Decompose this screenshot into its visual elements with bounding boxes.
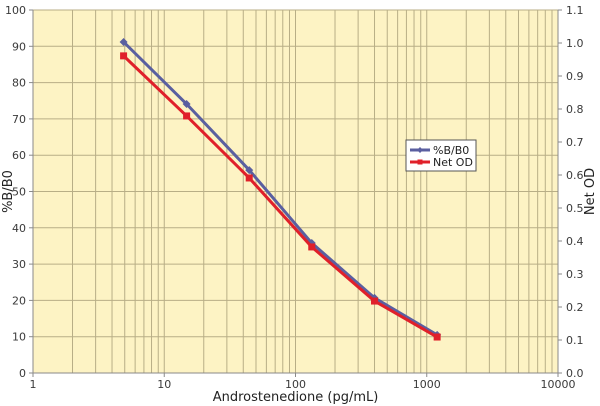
y-tick-label: 40	[12, 222, 26, 235]
y2-tick-label: 0.1	[566, 334, 584, 347]
x-tick-label: 1	[30, 378, 37, 391]
data-point	[308, 243, 316, 251]
y-tick-label: 50	[12, 186, 26, 199]
y2-tick-label: 1.0	[566, 37, 584, 50]
y-tick-label: 100	[5, 4, 26, 17]
axes: 0 10 20 30 40 50 60 70 80 90 100 0.0 0.1 0.2 0.3 0.4 0.5…	[5, 4, 584, 391]
y-tick-label: 90	[12, 40, 26, 53]
x-tick-label: 10	[157, 378, 171, 391]
legend-box	[405, 139, 477, 172]
y-tick-label: 30	[12, 258, 26, 271]
y2-tick-label: 0.7	[566, 136, 584, 149]
y-tick-label: 10	[12, 331, 26, 344]
y-axis-title: %B/B0	[1, 170, 16, 213]
y2-tick-label: 1.1	[566, 4, 584, 17]
data-point	[245, 166, 254, 175]
y2-tick-label: 0.5	[566, 202, 584, 215]
x-tick-label: 1000	[413, 378, 441, 391]
x-axis-title: Androstenedione (pg/mL)	[213, 390, 379, 405]
legend-label: %B/B0	[433, 144, 469, 157]
y2-axis-title: Net OD	[583, 168, 598, 215]
y-tick-label: 70	[12, 113, 26, 126]
y2-tick-label: 0.2	[566, 301, 584, 314]
data-point	[433, 333, 441, 341]
y-tick-label: 60	[12, 149, 26, 162]
y2-tick-label: 0.4	[566, 235, 584, 248]
legend-label: Net OD	[433, 156, 473, 169]
y2-tick-label: 0.8	[566, 103, 584, 116]
data-point	[120, 52, 128, 60]
data-series	[119, 37, 442, 341]
y2-tick-label: 0.3	[566, 268, 584, 281]
y2-tick-label: 0.6	[566, 169, 584, 182]
y-tick-label: 80	[12, 77, 26, 90]
series-net-od	[120, 52, 441, 341]
data-point	[371, 297, 379, 305]
data-point	[183, 112, 191, 120]
y2-tick-label: 0.0	[566, 367, 584, 380]
data-point	[245, 174, 253, 182]
data-point	[119, 37, 128, 46]
y-tick-label: 20	[12, 294, 26, 307]
x-tick-label: 10000	[541, 378, 576, 391]
data-point	[182, 100, 191, 109]
y-tick-label: 0	[19, 367, 26, 380]
x-tick-label: 100	[285, 378, 306, 391]
y2-tick-label: 0.9	[566, 70, 584, 83]
